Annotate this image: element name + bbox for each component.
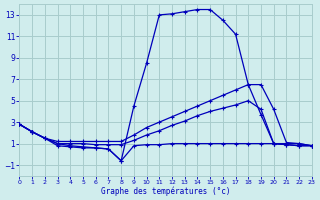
X-axis label: Graphe des températures (°c): Graphe des températures (°c) [101,186,230,196]
